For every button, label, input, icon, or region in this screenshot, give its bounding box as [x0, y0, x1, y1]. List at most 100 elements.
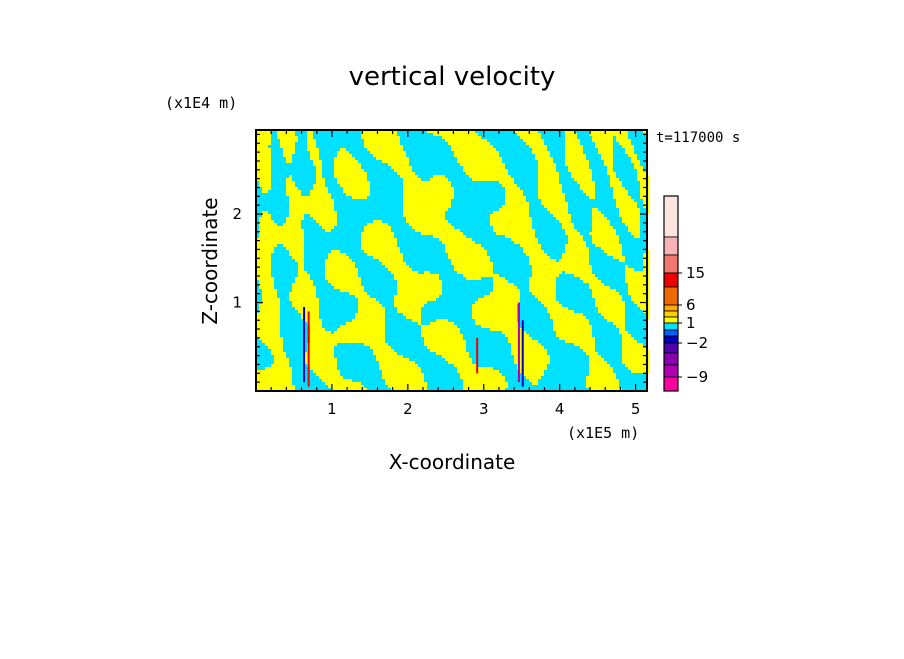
field-cell — [640, 184, 649, 187]
field-cell — [406, 316, 421, 319]
field-cell — [307, 346, 334, 349]
field-cell — [310, 328, 325, 331]
field-cell — [619, 259, 625, 262]
field-cell — [256, 172, 271, 175]
field-cell — [604, 163, 613, 166]
field-cell — [505, 193, 523, 196]
field-cell — [568, 169, 592, 172]
field-cell — [331, 250, 340, 253]
field-cell — [565, 133, 577, 136]
field-cell — [256, 379, 292, 382]
field-cell — [592, 241, 619, 244]
field-cell — [424, 337, 463, 340]
field-cell — [298, 271, 307, 274]
field-cell — [322, 226, 334, 229]
field-cell — [256, 133, 271, 136]
field-cell — [634, 166, 643, 169]
field-cell — [334, 160, 358, 163]
field-cell — [628, 229, 640, 232]
field-cell — [529, 283, 556, 286]
field-cell — [454, 151, 499, 154]
field-cell — [610, 181, 622, 184]
y-axis: 12 — [232, 133, 647, 383]
field-cell — [640, 193, 649, 196]
field-streak — [521, 320, 524, 387]
field-cell — [289, 211, 337, 214]
field-cell — [379, 361, 415, 364]
field-streak — [517, 302, 520, 383]
field-cell — [565, 154, 586, 157]
field-cell — [424, 271, 430, 274]
field-cell — [364, 145, 403, 148]
field-cell — [376, 358, 409, 361]
field-cell — [502, 331, 526, 334]
field-cell — [340, 325, 385, 328]
field-cell — [256, 238, 304, 241]
field-cell — [286, 160, 292, 163]
field-cell — [484, 295, 520, 298]
field-cell — [535, 154, 550, 157]
field-cell — [472, 307, 517, 310]
field-cell — [397, 307, 421, 310]
field-cell — [259, 220, 274, 223]
field-cell — [256, 256, 271, 259]
field-cell — [532, 292, 556, 295]
field-cell — [562, 256, 589, 259]
field-cell — [262, 190, 268, 193]
field-cell — [592, 229, 616, 232]
field-cell — [589, 373, 616, 376]
field-cell — [445, 244, 481, 247]
field-cell — [304, 358, 337, 361]
field-cell — [628, 292, 649, 295]
field-cell — [310, 193, 331, 196]
field-cell — [631, 295, 649, 298]
field-cell — [442, 355, 469, 358]
field-cell — [373, 220, 382, 223]
field-cell — [262, 211, 268, 214]
field-cell — [547, 307, 568, 310]
field-cell — [640, 187, 649, 190]
field-cell — [397, 172, 415, 175]
field-cell — [640, 307, 649, 310]
field-cell — [631, 160, 640, 163]
field-cell — [310, 157, 319, 160]
field-cell — [325, 277, 361, 280]
field-cell — [607, 253, 622, 256]
field-cell — [457, 367, 493, 370]
field-cell — [358, 301, 379, 304]
field-cell — [427, 346, 466, 349]
field-cell — [622, 352, 649, 355]
field-cell — [364, 139, 400, 142]
field-cell — [613, 196, 631, 199]
field-cell — [493, 286, 517, 289]
field-cell — [622, 355, 649, 358]
field-cell — [397, 292, 442, 295]
field-cell — [421, 325, 457, 328]
field-cell — [361, 247, 400, 250]
field-cell — [283, 151, 295, 154]
field-cell — [328, 253, 346, 256]
field-cell — [358, 298, 376, 301]
field-cell — [316, 172, 322, 175]
field-cell — [430, 349, 466, 352]
field-cell — [334, 286, 364, 289]
x-unit-label: (x1E5 m) — [567, 424, 639, 442]
field-cell — [379, 259, 403, 262]
field-cell — [595, 244, 622, 247]
field-cell — [460, 163, 505, 166]
field-cell — [316, 181, 325, 184]
field-cell — [403, 205, 451, 208]
y-tick-label: 1 — [232, 294, 242, 312]
field-cell — [625, 277, 649, 280]
field-cell — [256, 247, 274, 250]
field-cell — [514, 358, 550, 361]
field-cell — [604, 160, 613, 163]
field-cell — [493, 211, 529, 214]
field-cell — [286, 187, 298, 190]
x-tick-label: 3 — [479, 400, 489, 418]
field-cell — [256, 166, 271, 169]
field-cell — [592, 136, 613, 139]
field-cell — [550, 316, 586, 319]
field-cell — [256, 130, 271, 133]
field-cell — [361, 241, 397, 244]
